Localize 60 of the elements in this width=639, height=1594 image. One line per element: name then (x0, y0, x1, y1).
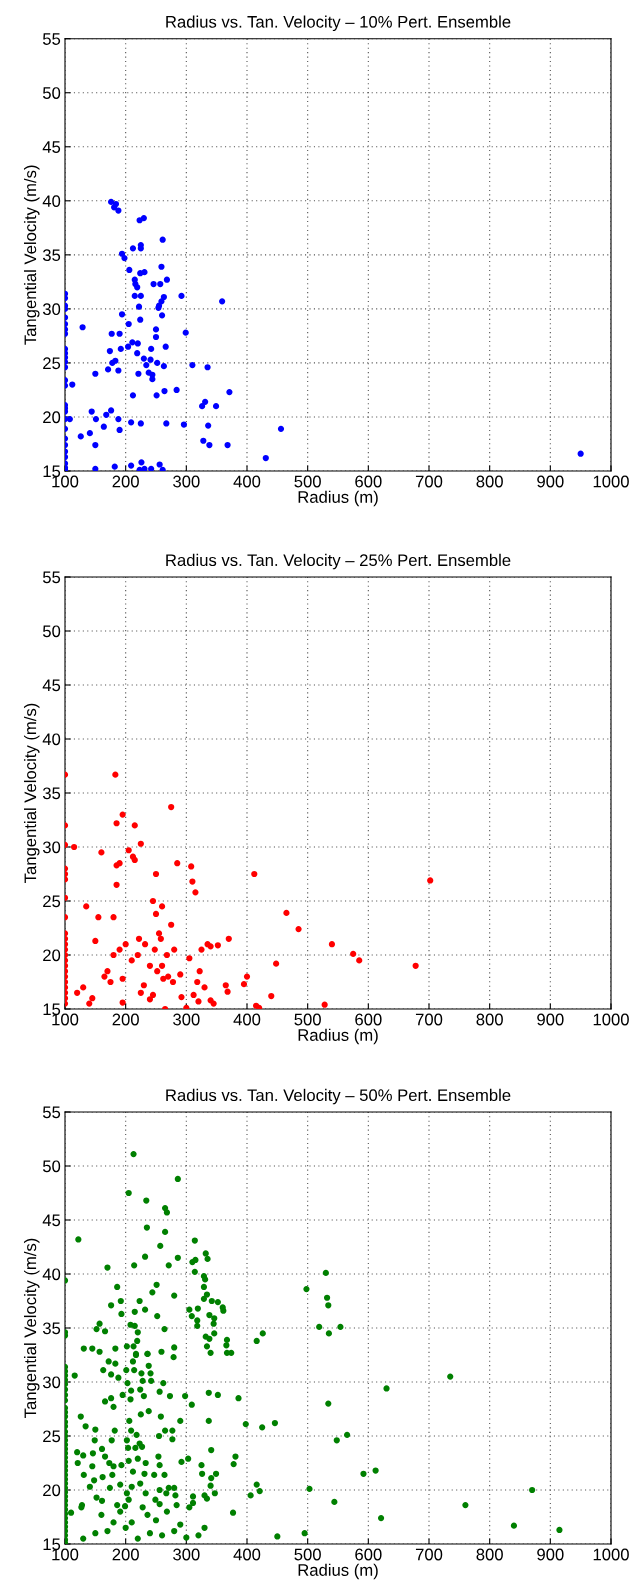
x-tick-label: 700 (415, 1548, 443, 1561)
y-tick-label: 45 (42, 141, 61, 153)
y-tick-label: 30 (42, 303, 61, 316)
x-tick-label: 400 (233, 1013, 261, 1026)
chart-title: Radius vs. Tan. Velocity – 25% Pert. Ensemble (166, 553, 511, 570)
x-tick-label: 900 (537, 1013, 564, 1026)
x-axis-title: Radius (m) (298, 1028, 378, 1045)
x-tick-label: 200 (112, 1548, 139, 1561)
y-axis-title: Tangential Velocity (m/s) (23, 165, 40, 345)
y-tick-label: 25 (43, 357, 61, 370)
x-tick-label: 300 (173, 1548, 200, 1561)
y-tick-label: 50 (42, 1160, 61, 1173)
x-tick-label: 400 (233, 1548, 261, 1561)
x-tick-label: 500 (294, 475, 321, 488)
y-tick-label: 20 (43, 411, 61, 424)
y-axis-title: Tangential Velocity (m/s) (23, 703, 40, 883)
x-tick-label: 300 (173, 475, 200, 488)
y-tick-label: 35 (42, 787, 61, 800)
y-tick-label: 40 (42, 195, 61, 208)
y-tick-label: 25 (43, 895, 61, 908)
x-tick-label: 500 (294, 1548, 321, 1561)
y-tick-label: 35 (42, 249, 61, 262)
y-tick-label: 25 (43, 1430, 61, 1443)
x-tick-label: 600 (355, 475, 382, 488)
x-tick-label: 200 (112, 1013, 139, 1026)
y-tick-label: 45 (42, 679, 61, 692)
y-tick-label: 50 (42, 87, 61, 99)
y-tick-label: 30 (42, 1376, 61, 1389)
x-tick-label: 1000 (593, 1013, 629, 1026)
x-tick-label: 400 (233, 475, 261, 488)
chart-title: Radius vs. Tan. Velocity – 50% Pert. Ensemble (166, 1088, 511, 1105)
x-tick-label: 500 (294, 1013, 321, 1026)
x-tick-label: 800 (476, 475, 503, 488)
y-tick-label: 55 (42, 1106, 61, 1119)
y-tick-label: 20 (43, 949, 61, 962)
y-tick-label: 35 (42, 1322, 61, 1335)
chart-title: Radius vs. Tan. Velocity – 10% Pert. Ensemble (166, 15, 511, 32)
x-tick-label: 600 (355, 1013, 382, 1026)
x-tick-label: 900 (537, 475, 564, 488)
y-tick-label: 40 (42, 1268, 61, 1281)
x-tick-label: 900 (537, 1548, 564, 1561)
x-tick-label: 1000 (593, 1548, 629, 1561)
x-tick-label: 300 (173, 1013, 200, 1026)
x-tick-label: 200 (112, 475, 139, 488)
x-tick-label: 600 (355, 1548, 382, 1561)
x-axis-title: Radius (m) (298, 1563, 378, 1580)
y-axis-title: Tangential Velocity (m/s) (23, 1238, 40, 1418)
x-tick-label: 1000 (593, 475, 629, 488)
x-tick-label: 800 (476, 1013, 503, 1026)
y-tick-label: 20 (43, 1484, 61, 1497)
y-tick-label: 45 (42, 1214, 61, 1227)
y-tick-label: 55 (42, 33, 61, 45)
y-tick-label: 30 (42, 841, 61, 854)
x-tick-label: 700 (415, 1013, 443, 1026)
x-tick-label: 800 (476, 1548, 503, 1561)
x-tick-label: 700 (415, 475, 443, 488)
x-axis-title: Radius (m) (298, 490, 378, 507)
y-tick-label: 40 (42, 733, 61, 746)
y-tick-label: 50 (42, 625, 61, 638)
y-tick-label: 55 (42, 571, 61, 584)
